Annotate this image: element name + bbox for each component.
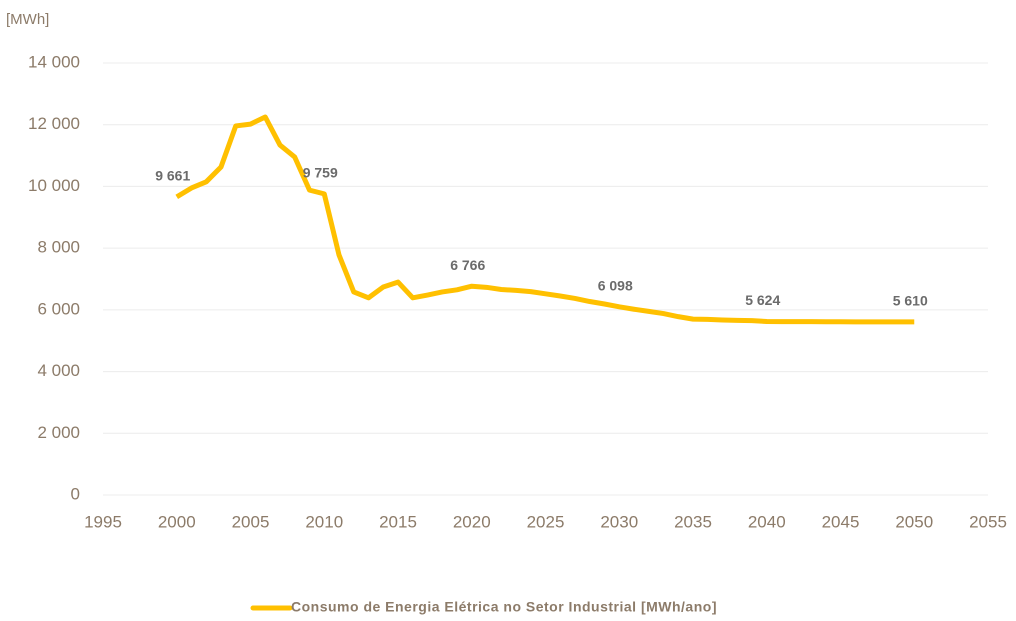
data-label: 6 098 <box>598 278 633 294</box>
x-tick-label: 2000 <box>158 512 196 531</box>
data-label: 5 624 <box>745 292 780 308</box>
data-label: 5 610 <box>893 293 928 309</box>
x-tick-label: 2005 <box>232 512 270 531</box>
data-label: 9 759 <box>303 165 338 181</box>
y-axis-label: [MWh] <box>6 11 49 28</box>
y-tick-label: 12 000 <box>28 114 80 133</box>
x-tick-label: 2020 <box>453 512 491 531</box>
y-tick-label: 10 000 <box>28 176 80 195</box>
data-label: 9 661 <box>155 168 190 184</box>
y-tick-label: 0 <box>71 484 80 503</box>
legend-label: Consumo de Energia Elétrica no Setor Ind… <box>291 599 717 615</box>
x-tick-label: 2030 <box>600 512 638 531</box>
data-label: 6 766 <box>450 257 485 273</box>
x-tick-label: 2040 <box>748 512 786 531</box>
y-tick-label: 14 000 <box>28 52 80 71</box>
x-tick-label: 2010 <box>305 512 343 531</box>
y-tick-label: 2 000 <box>37 423 80 442</box>
y-tick-label: 6 000 <box>37 299 80 318</box>
x-tick-label: 2015 <box>379 512 417 531</box>
x-tick-label: 2055 <box>969 512 1007 531</box>
line <box>175 114 915 325</box>
x-tick-label: 2025 <box>527 512 565 531</box>
x-tick-label: 2035 <box>674 512 712 531</box>
x-tick-label: 1995 <box>84 512 122 531</box>
x-tick-label: 2045 <box>822 512 860 531</box>
x-tick-label: 2050 <box>895 512 933 531</box>
y-tick-label: 4 000 <box>37 361 80 380</box>
y-tick-label: 8 000 <box>37 238 80 257</box>
